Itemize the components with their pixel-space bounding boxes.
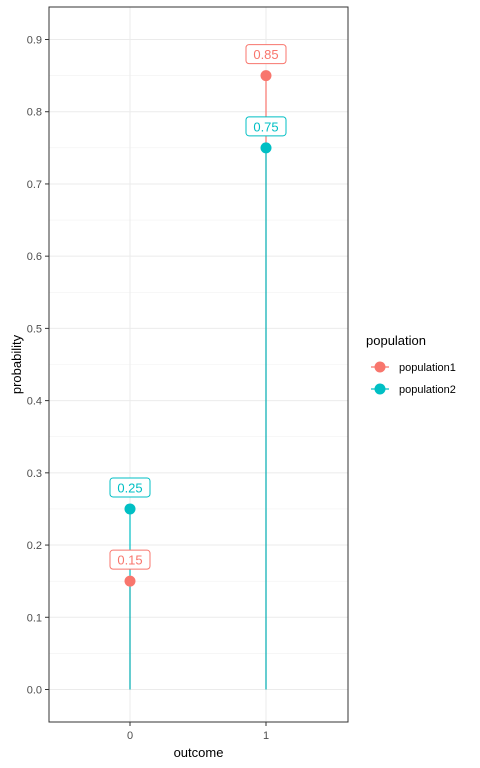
x-tick-label: 0 bbox=[127, 730, 133, 742]
data-label-box bbox=[245, 44, 287, 65]
data-label: 0.85 bbox=[253, 47, 278, 62]
y-tick-label: 0.9 bbox=[27, 35, 42, 47]
plot-panel-border bbox=[48, 6, 349, 723]
point-population1 bbox=[260, 70, 272, 82]
y-tick-label: 0.5 bbox=[27, 323, 42, 335]
data-label: 0.75 bbox=[253, 119, 278, 134]
point-population2 bbox=[124, 503, 136, 515]
y-axis: 0.0 0.1 0.2 0.3 0.4 0.5 0.6 0.7 0.8 0.9 bbox=[27, 35, 49, 697]
y-tick-label: 0.1 bbox=[27, 612, 42, 624]
point-population2 bbox=[260, 142, 272, 154]
point-layer bbox=[124, 70, 272, 587]
label-layer: 0.15 0.85 0.25 0.75 bbox=[109, 44, 287, 570]
legend-label: population2 bbox=[399, 384, 456, 396]
y-tick-label: 0.2 bbox=[27, 540, 42, 552]
y-tick-label: 0.3 bbox=[27, 468, 42, 480]
legend-label: population1 bbox=[399, 362, 456, 374]
data-label: 0.25 bbox=[117, 480, 142, 495]
x-tick-label: 1 bbox=[263, 730, 269, 742]
data-label: 0.15 bbox=[117, 553, 142, 568]
data-label-box bbox=[245, 116, 287, 137]
legend: population population1 population2 bbox=[366, 333, 456, 396]
y-tick-label: 0.4 bbox=[27, 396, 42, 408]
grid-layer bbox=[49, 7, 348, 722]
stem-layer bbox=[129, 75, 267, 690]
point-population1 bbox=[124, 575, 136, 587]
x-axis-title: outcome bbox=[174, 745, 224, 760]
data-label-box bbox=[109, 477, 151, 498]
data-label-box bbox=[109, 549, 151, 570]
y-tick-label: 0.0 bbox=[27, 685, 42, 697]
y-tick-label: 0.6 bbox=[27, 251, 42, 263]
y-tick-label: 0.8 bbox=[27, 107, 42, 119]
y-axis-title: probability bbox=[9, 334, 24, 394]
y-tick-label: 0.7 bbox=[27, 179, 42, 191]
legend-title: population bbox=[366, 333, 426, 348]
legend-key-point bbox=[374, 383, 386, 395]
legend-key-point bbox=[374, 361, 386, 373]
